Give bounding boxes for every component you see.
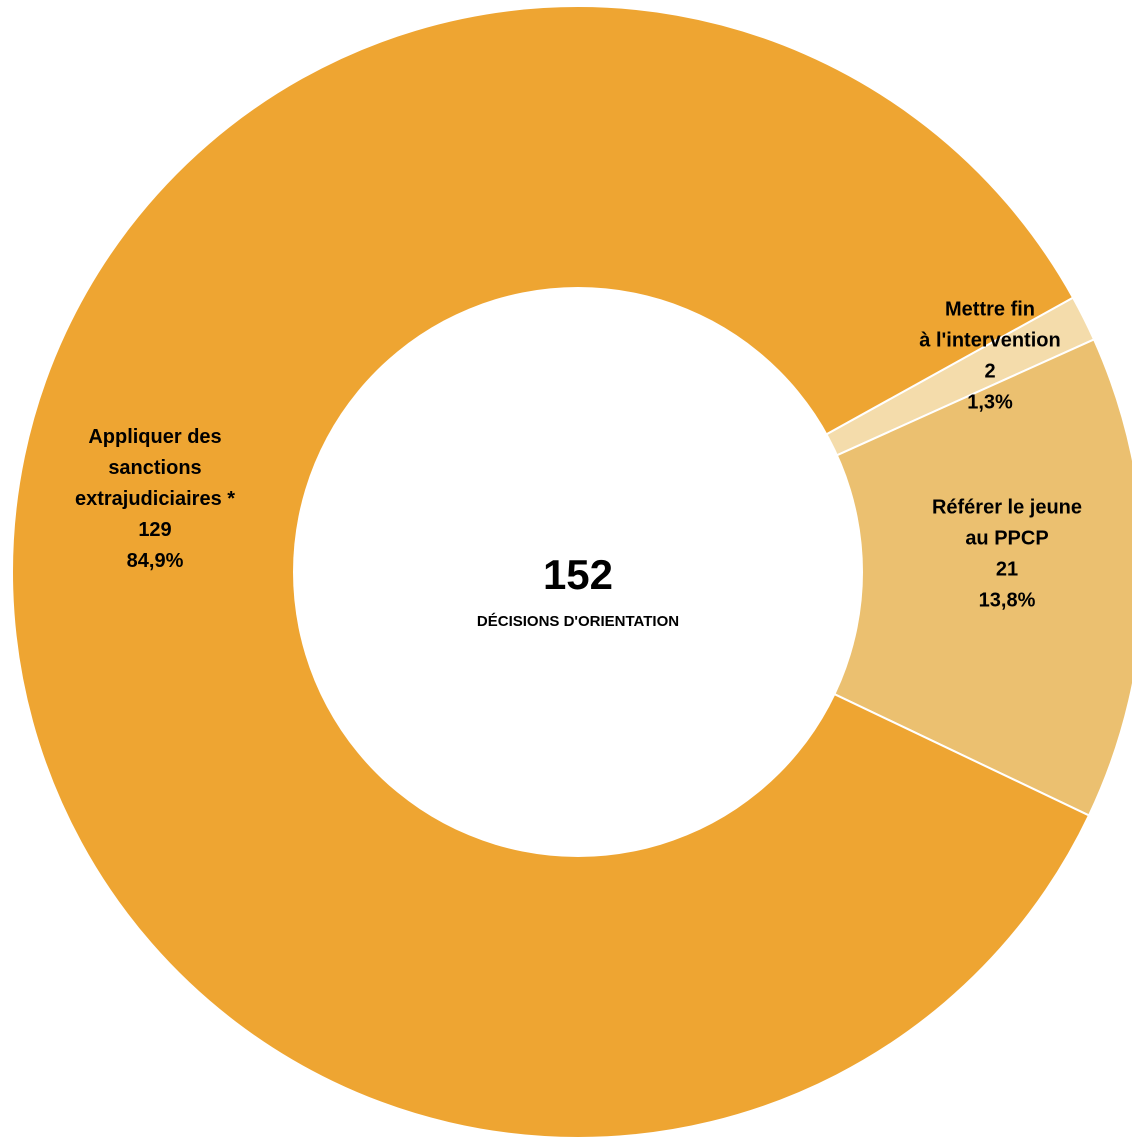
slice-label-1: Référer le jeune au PPCP 21 13,8% xyxy=(932,497,1082,612)
slice-value: 2 xyxy=(984,361,995,383)
center-caption: DÉCISIONS D'ORIENTATION xyxy=(477,613,679,630)
labels-layer: Mettre fin à l'intervention 2 1,3% Référer l… xyxy=(75,299,1082,612)
slice-label-line: à l'intervention xyxy=(919,330,1060,352)
slice-label-line: au PPCP xyxy=(965,528,1048,550)
slice-label-line: extrajudiciaires * xyxy=(75,488,235,510)
slice-label-line: Référer le jeune xyxy=(932,497,1082,519)
donut-hole xyxy=(293,287,863,857)
slice-label-line: Mettre fin xyxy=(945,299,1035,321)
slice-label-line: sanctions xyxy=(108,457,201,479)
slice-percent: 1,3% xyxy=(967,392,1013,414)
center-total: 152 xyxy=(543,551,613,598)
slice-label-0: Mettre fin à l'intervention 2 1,3% xyxy=(919,299,1060,414)
slice-percent: 84,9% xyxy=(127,550,184,572)
slice-value: 21 xyxy=(996,559,1018,581)
slice-percent: 13,8% xyxy=(979,590,1036,612)
slice-value: 129 xyxy=(138,519,171,541)
slice-label-2: Appliquer des sanctions extrajudiciaires *… xyxy=(75,426,235,572)
slice-label-line: Appliquer des xyxy=(88,426,221,448)
